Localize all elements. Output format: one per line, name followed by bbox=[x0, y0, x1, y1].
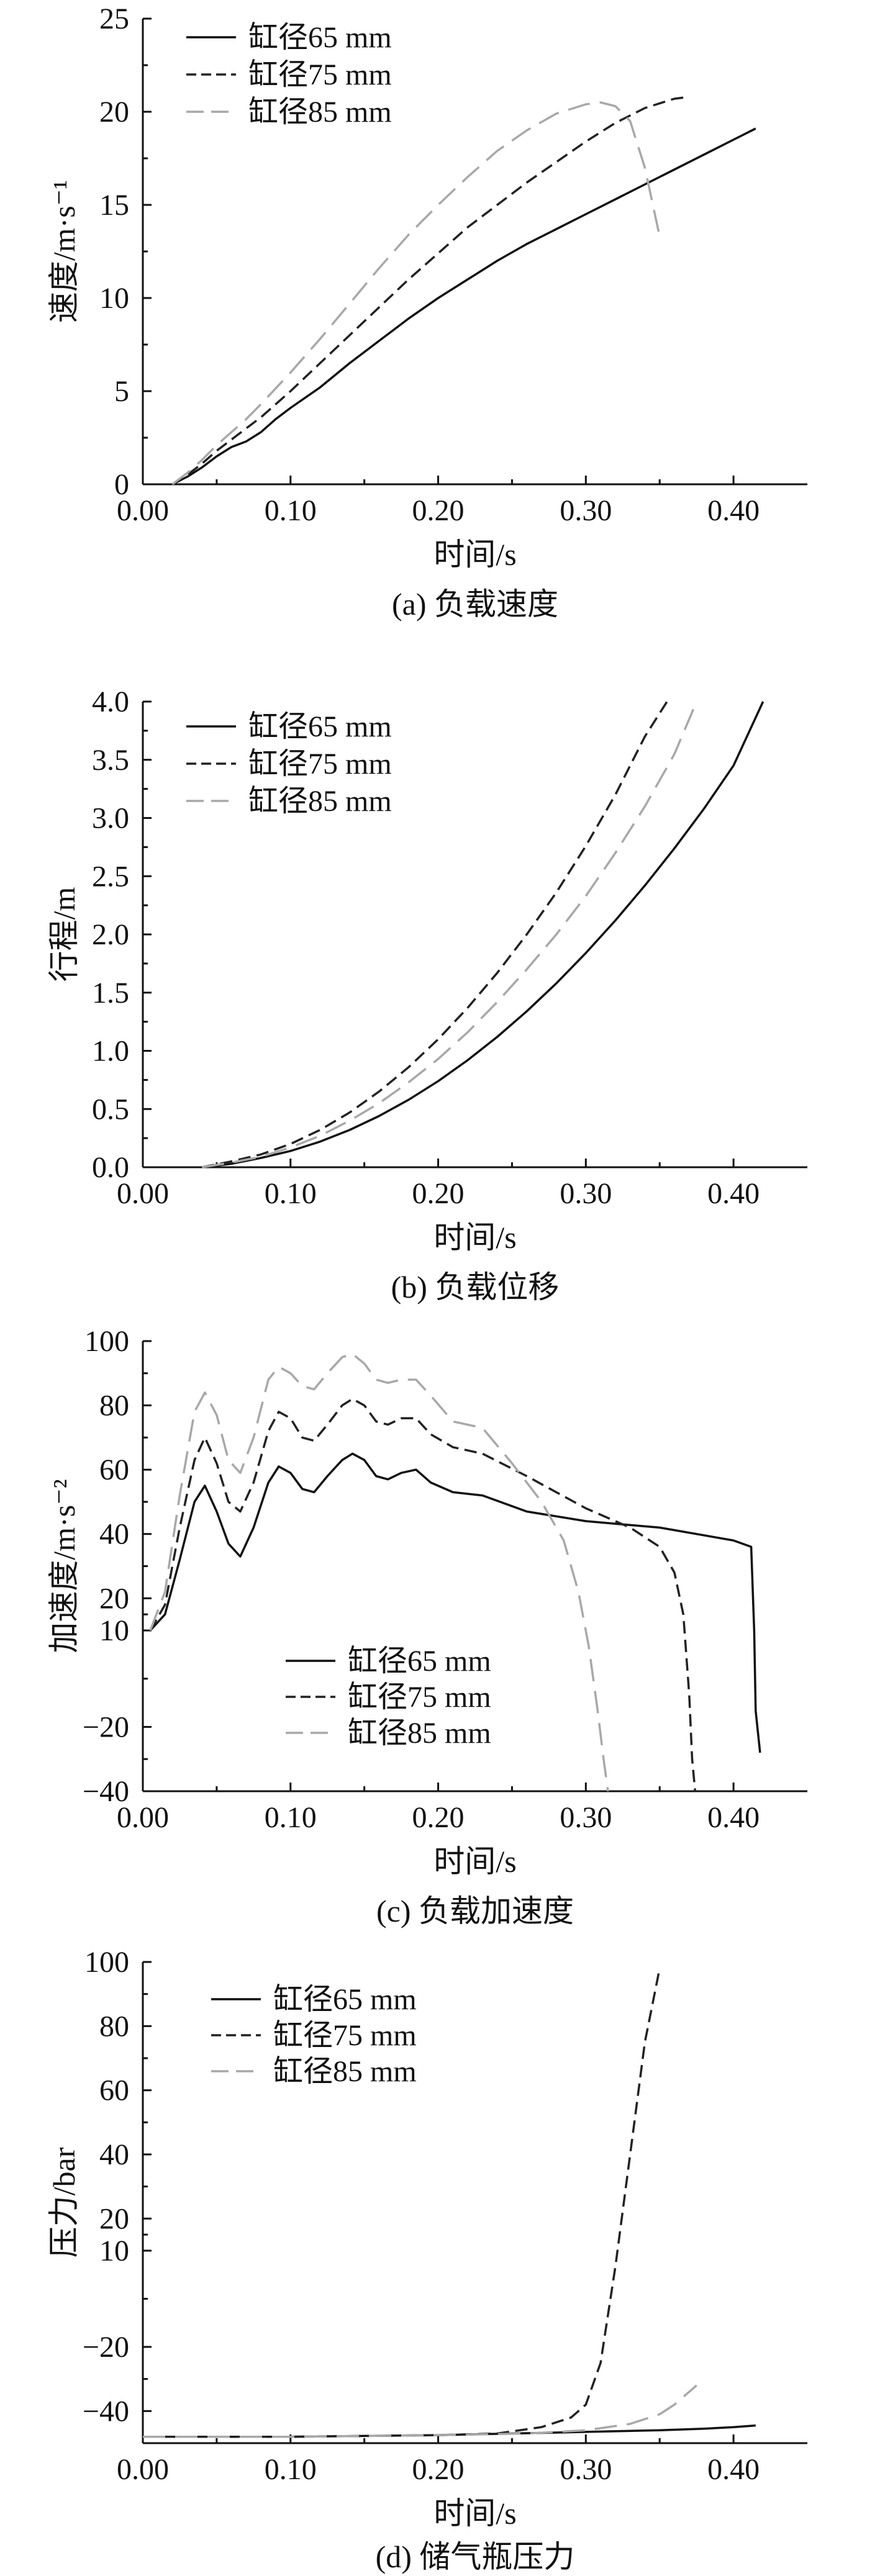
series-line-3 bbox=[171, 101, 661, 486]
x-tick-label: 0.10 bbox=[265, 494, 317, 527]
legend-label: 缸径65 mm bbox=[248, 710, 392, 743]
x-tick-label: 0.00 bbox=[117, 494, 169, 527]
y-tick-label: 100 bbox=[84, 1946, 129, 1979]
legend-label: 缸径75 mm bbox=[348, 1681, 491, 1714]
legend-label: 缸径65 mm bbox=[348, 1645, 491, 1678]
chart-caption: (c) 负载加速度 bbox=[376, 1894, 574, 1928]
y-tick-label: 1.0 bbox=[92, 1035, 129, 1068]
y-tick-label: −20 bbox=[83, 2331, 129, 2364]
legend-label: 缸径75 mm bbox=[273, 2019, 417, 2052]
series-line-3 bbox=[201, 701, 698, 1168]
x-tick-label: 0.20 bbox=[412, 1177, 465, 1210]
y-axis-title: 压力/bar bbox=[47, 2147, 81, 2257]
y-tick-label: 40 bbox=[99, 1518, 129, 1551]
x-tick-label: 0.10 bbox=[265, 2453, 317, 2486]
legend-label: 缸径85 mm bbox=[348, 1717, 491, 1750]
y-tick-label: 1.5 bbox=[92, 977, 129, 1010]
x-axis-title: 时间/s bbox=[433, 1220, 516, 1255]
y-tick-label: 80 bbox=[99, 1390, 129, 1422]
chart-caption: (b) 负载位移 bbox=[391, 1270, 560, 1304]
y-tick-label: 20 bbox=[99, 1582, 129, 1615]
y-tick-label: −40 bbox=[83, 2395, 129, 2428]
y-tick-label: 5 bbox=[114, 375, 129, 408]
y-tick-label: 15 bbox=[99, 189, 129, 222]
y-tick-label: 3.5 bbox=[92, 744, 129, 777]
y-tick-label: 20 bbox=[99, 2202, 129, 2235]
x-tick-label: 0.30 bbox=[560, 1177, 612, 1210]
x-tick-label: 0.30 bbox=[560, 494, 612, 527]
x-tick-label: 0.40 bbox=[707, 1177, 760, 1210]
x-tick-label: 0.10 bbox=[265, 1177, 317, 1210]
y-tick-label: 3.0 bbox=[92, 802, 129, 835]
y-tick-label: 40 bbox=[99, 2138, 129, 2171]
y-tick-label: 4.0 bbox=[92, 685, 129, 718]
y-tick-label: 60 bbox=[99, 1453, 129, 1486]
y-tick-label: −40 bbox=[83, 1775, 129, 1808]
y-tick-label: 0 bbox=[114, 468, 129, 501]
y-tick-label: 2.0 bbox=[92, 918, 129, 951]
legend-label: 缸径85 mm bbox=[248, 785, 392, 818]
x-tick-label: 0.30 bbox=[560, 1801, 612, 1834]
y-tick-label: −20 bbox=[83, 1711, 129, 1743]
legend-label: 缸径65 mm bbox=[248, 21, 392, 54]
chart-load-velocity: 0.00 0.10 0.20 0.30 0.40 0 5 10 15 20 25 时间/s 速度/m·s… bbox=[47, 2, 807, 621]
y-tick-label: 2.5 bbox=[92, 860, 129, 893]
x-axis-title: 时间/s bbox=[433, 537, 516, 572]
y-tick-label: 100 bbox=[84, 1325, 129, 1358]
x-tick-label: 0.40 bbox=[707, 1801, 760, 1834]
series-line-1 bbox=[149, 1452, 761, 1753]
y-tick-label: 25 bbox=[99, 2, 129, 35]
series-line-1 bbox=[201, 701, 764, 1168]
series-line-1 bbox=[171, 127, 756, 486]
x-tick-label: 0.00 bbox=[117, 1801, 169, 1834]
y-axis-title: 行程/m bbox=[47, 887, 81, 982]
x-tick-label: 0.00 bbox=[117, 1177, 169, 1210]
series-line-2 bbox=[171, 96, 690, 486]
y-tick-label: 10 bbox=[99, 282, 129, 315]
x-axis-title: 时间/s bbox=[433, 1844, 516, 1879]
y-tick-label: 0.0 bbox=[92, 1151, 129, 1184]
chart-load-displacement: 0.00 0.10 0.20 0.30 0.40 0.0 0.5 1.0 1.5 2.0 2.5 3.… bbox=[47, 685, 807, 1304]
x-tick-label: 0.20 bbox=[412, 2453, 465, 2486]
x-tick-label: 0.20 bbox=[412, 1801, 465, 1834]
y-axis-title: 速度/m·s⁻¹ bbox=[47, 180, 81, 323]
legend-label: 缸径85 mm bbox=[248, 96, 392, 129]
legend-label: 缸径75 mm bbox=[248, 58, 392, 91]
x-axis-title: 时间/s bbox=[433, 2496, 516, 2531]
chart-caption: (a) 负载速度 bbox=[392, 587, 558, 621]
y-tick-label: 10 bbox=[99, 1614, 129, 1647]
series-line-2 bbox=[149, 1398, 697, 1792]
chart-caption: (d) 储气瓶压力 bbox=[376, 2539, 575, 2574]
x-tick-label: 0.40 bbox=[707, 2453, 760, 2486]
series-line-2 bbox=[201, 701, 668, 1168]
x-tick-label: 0.20 bbox=[412, 494, 465, 527]
legend: 缸径65 mm 缸径75 mm 缸径85 mm bbox=[186, 21, 392, 129]
x-tick-label: 0.00 bbox=[117, 2453, 169, 2486]
legend-label: 缸径85 mm bbox=[273, 2055, 417, 2088]
x-tick-label: 0.40 bbox=[707, 494, 760, 527]
y-axis-title: 加速度/m·s⁻² bbox=[47, 1479, 81, 1653]
legend-label: 缸径65 mm bbox=[273, 1983, 417, 2016]
y-tick-label: 20 bbox=[99, 96, 129, 129]
x-tick-label: 0.30 bbox=[560, 2453, 612, 2486]
series-line-3 bbox=[143, 2384, 697, 2438]
legend: 缸径65 mm 缸径75 mm 缸径85 mm bbox=[186, 710, 392, 818]
x-tick-label: 0.10 bbox=[265, 1801, 317, 1834]
y-tick-label: 60 bbox=[99, 2074, 129, 2107]
y-tick-label: 10 bbox=[99, 2235, 129, 2267]
legend-label: 缸径75 mm bbox=[248, 748, 392, 780]
y-tick-label: 0.5 bbox=[92, 1093, 129, 1126]
y-tick-label: 80 bbox=[99, 2010, 129, 2043]
